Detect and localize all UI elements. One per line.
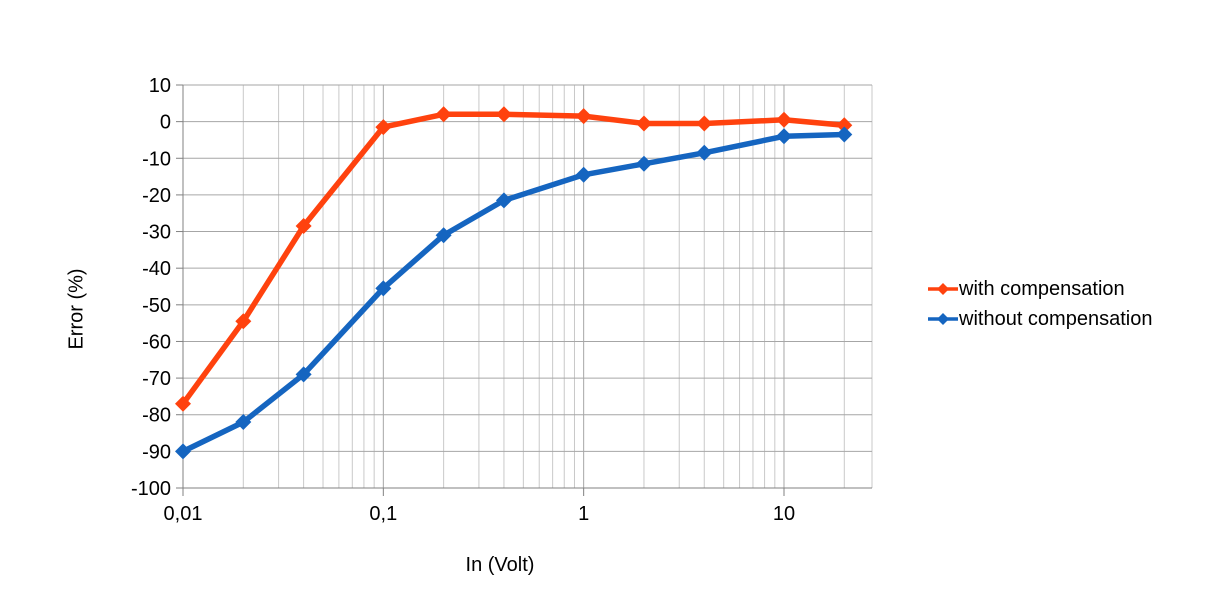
svg-text:-70: -70 xyxy=(142,368,171,390)
legend-label: without compensation xyxy=(959,307,1153,330)
series-marker-icon xyxy=(928,313,958,325)
svg-text:-90: -90 xyxy=(142,441,171,463)
y-axis-title: Error (%) xyxy=(65,268,88,350)
svg-text:10: 10 xyxy=(149,75,171,97)
series-marker-icon xyxy=(928,283,958,295)
svg-text:-40: -40 xyxy=(142,258,171,280)
svg-text:0,1: 0,1 xyxy=(369,503,397,525)
x-axis-title: In (Volt) xyxy=(465,554,535,576)
svg-text:-20: -20 xyxy=(142,185,171,207)
svg-text:-10: -10 xyxy=(142,148,171,170)
svg-text:1: 1 xyxy=(578,503,589,525)
legend-item-with-compensation: with compensation xyxy=(928,274,1152,304)
svg-text:-60: -60 xyxy=(142,331,171,353)
svg-text:-50: -50 xyxy=(142,295,171,317)
svg-text:-80: -80 xyxy=(142,405,171,427)
svg-text:0,01: 0,01 xyxy=(164,503,203,525)
legend-label: with compensation xyxy=(959,277,1125,300)
svg-text:-30: -30 xyxy=(142,222,171,244)
legend: with compensation without compensation xyxy=(928,274,1152,334)
svg-text:10: 10 xyxy=(773,503,795,525)
svg-text:0: 0 xyxy=(160,112,171,134)
legend-item-without-compensation: without compensation xyxy=(928,304,1152,334)
svg-text:-100: -100 xyxy=(131,478,171,500)
